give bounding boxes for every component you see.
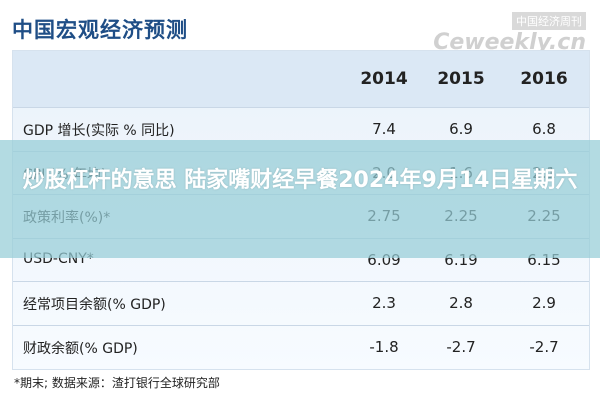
table-header: 2014 2015 2016 [13,51,589,107]
title: 中国宏观经济预测 [12,18,188,42]
cell-value: 6.8 [532,120,556,138]
table-row: 财政余额(% GDP) -1.8 -2.7 -2.7 [13,325,589,369]
column-header: 2014 [360,69,408,89]
footnote: *期末; 数据来源：渣打银行全球研究部 [14,376,220,390]
cell-value: 2.9 [532,294,556,313]
cell-value: 2.3 [372,294,396,313]
overlay-text: 炒股杠杆的意思 陆家嘴财经早餐2024年9月14日星期六 [22,168,578,193]
cell-value: -2.7 [529,338,559,356]
cell-value: -1.8 [369,338,399,356]
table-row: 经常项目余额(% GDP) 2.3 2.8 2.9 [13,281,589,325]
row-label: 经常项目余额(% GDP) [23,297,166,314]
cell-value: 2.8 [449,294,473,313]
row-label: GDP 增长(实际 % 同比) [23,123,175,139]
column-header: 2016 [520,69,568,89]
cell-value: 6.9 [449,120,473,138]
table-row: GDP 增长(实际 % 同比) 7.4 6.9 6.8 [13,107,589,151]
overlay-banner: 炒股杠杆的意思 陆家嘴财经早餐2024年9月14日星期六 [0,140,600,258]
cell-value: -2.7 [446,338,476,356]
row-label: 财政余额(% GDP) [23,341,138,357]
column-header: 2015 [437,69,485,89]
cell-value: 7.4 [372,120,396,138]
watermark-top: 中国经济周刊 [512,12,586,30]
watermark: 中国经济周刊 Ceweekly.cn [433,10,586,55]
